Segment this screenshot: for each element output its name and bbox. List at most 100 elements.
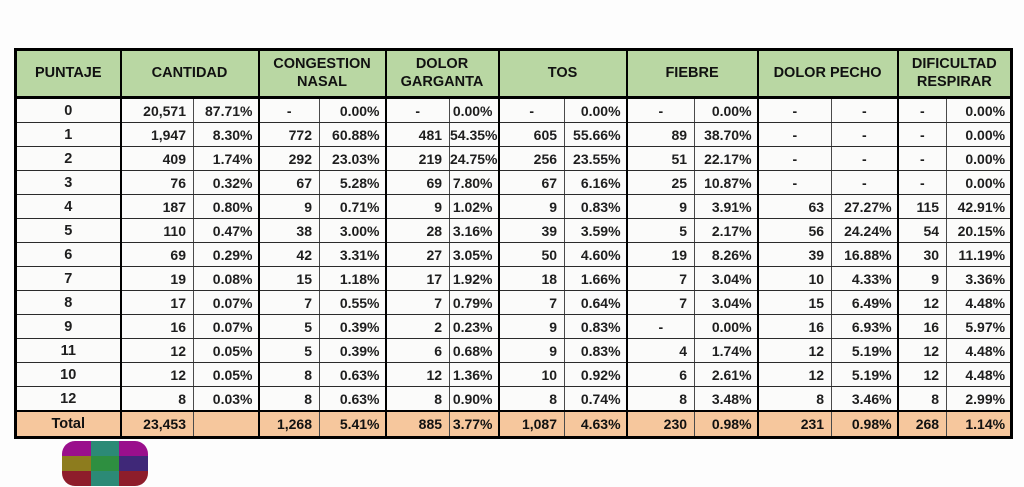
cell: 11 (15, 338, 121, 363)
table-row: 2 409 1.74% 292 23.03% 219 24.75% 256 23.55% 51 22… (15, 146, 1012, 171)
cell: - (831, 146, 898, 171)
cell: 12 (896, 362, 947, 387)
cell: 5.19% (831, 338, 898, 363)
cell: 0.29% (193, 242, 259, 267)
cell: 0.00% (694, 97, 758, 123)
table-row: 8 17 0.07% 7 0.55% 7 0.79% 7 0.64% 7 3.04% 15 6.49% 1… (15, 290, 1012, 315)
cell: 0.63% (318, 362, 386, 387)
cell: 0.05% (193, 338, 259, 363)
cell: 39 (497, 218, 565, 243)
cell: 0.79% (449, 290, 499, 315)
cell: 69 (384, 170, 450, 195)
cell: - (257, 97, 320, 123)
total-cell: 1.14% (946, 410, 1012, 438)
cell: 20,571 (119, 97, 194, 123)
cell: 3 (15, 170, 121, 195)
cell: 0.00% (564, 97, 627, 123)
cell: 10 (756, 266, 832, 291)
cell: 12 (896, 290, 947, 315)
cell: 0.00% (946, 122, 1012, 147)
cell: 22.17% (694, 146, 758, 171)
cell: 7.80% (449, 170, 499, 195)
cell: 4.33% (831, 266, 898, 291)
cell: 2.17% (694, 218, 758, 243)
table-row: 10 12 0.05% 8 0.63% 12 1.36% 10 0.92% 6 2.61% 12 5.1… (15, 362, 1012, 387)
cell: 3.48% (694, 386, 758, 412)
cell: 6 (384, 338, 450, 363)
cell: 0.07% (193, 314, 259, 339)
table-row: 3 76 0.32% 67 5.28% 69 7.80% 67 6.16% 25 10.87% - - -… (15, 170, 1012, 195)
cell: 7 (625, 266, 695, 291)
cell: 0.68% (449, 338, 499, 363)
cell: - (896, 97, 947, 123)
cell: 0.23% (449, 314, 499, 339)
cell: 4.60% (564, 242, 627, 267)
cell: 20.15% (946, 218, 1012, 243)
cell: 8 (497, 386, 565, 412)
cell: 0.08% (193, 266, 259, 291)
cell: 87.71% (193, 97, 259, 123)
logo-tile (119, 441, 148, 456)
cell: 7 (15, 266, 121, 291)
cell: 42 (257, 242, 320, 267)
cell: 3.04% (694, 266, 758, 291)
table-row: 7 19 0.08% 15 1.18% 17 1.92% 18 1.66% 7 3.04% 10 4.3… (15, 266, 1012, 291)
cell: 5 (257, 338, 320, 363)
cell: 8 (896, 386, 947, 412)
cell: 2 (384, 314, 450, 339)
cell: 3.04% (694, 290, 758, 315)
cell: 67 (497, 170, 565, 195)
cell: 7 (625, 290, 695, 315)
total-cell: 1,268 (257, 410, 320, 438)
total-cell: 23,453 (119, 410, 194, 438)
cell: 0.63% (318, 386, 386, 412)
table-row: 11 12 0.05% 5 0.39% 6 0.68% 9 0.83% 4 1.74% 12 5.19%… (15, 338, 1012, 363)
cell: 3.31% (318, 242, 386, 267)
cell: 292 (257, 146, 320, 171)
cell: 2.99% (946, 386, 1012, 412)
table-row: 0 20,571 87.71% -0.00% -0.00% -0.00% -0.00% - - -… (15, 97, 1012, 123)
cell: 0.39% (318, 338, 386, 363)
table-body: 0 20,571 87.71% -0.00% -0.00% -0.00% -0.00% - - -… (15, 97, 1012, 412)
cell: 6 (15, 242, 121, 267)
cell: - (756, 170, 832, 195)
table-row: 12 8 0.03% 8 0.63% 8 0.90% 8 0.74% 8 3.48% 8 3.46% 8 2… (15, 386, 1012, 412)
cell: 5.19% (831, 362, 898, 387)
column-header-tos: TOS (497, 49, 627, 99)
cell: 10 (15, 362, 121, 387)
cell: 12 (119, 362, 194, 387)
table-footer: Total 23,453 1,268 5.41% 885 3.77% 1,087 4.63% 2… (15, 410, 1012, 438)
cell: 409 (119, 146, 194, 171)
cell: 5.28% (318, 170, 386, 195)
cell: 4 (625, 338, 695, 363)
cell: - (896, 122, 947, 147)
cell: 0.47% (193, 218, 259, 243)
cell: - (756, 122, 832, 147)
table-header: PUNTAJE CANTIDAD CONGESTION NASAL DOLOR GAR… (15, 49, 1012, 99)
cell: 5 (257, 314, 320, 339)
cell: 27.27% (831, 194, 898, 219)
cell: 30 (896, 242, 947, 267)
cell: 3.91% (694, 194, 758, 219)
cell: 4 (15, 194, 121, 219)
cell: 187 (119, 194, 194, 219)
header-row: PUNTAJE CANTIDAD CONGESTION NASAL DOLOR GAR… (15, 49, 1012, 99)
cell: 0.00% (694, 314, 758, 339)
cell: 56 (756, 218, 832, 243)
column-header-dolor-garganta: DOLOR GARGANTA (384, 49, 499, 99)
total-cell (193, 410, 259, 438)
cell: 9 (625, 194, 695, 219)
cell: 28 (384, 218, 450, 243)
cell: 219 (384, 146, 450, 171)
cell: 0.00% (946, 170, 1012, 195)
cell: 772 (257, 122, 320, 147)
cell: 39 (756, 242, 832, 267)
cell: 10 (497, 362, 565, 387)
cell: - (497, 97, 565, 123)
cell: 25 (625, 170, 695, 195)
table-row: 4 187 0.80% 9 0.71% 9 1.02% 9 0.83% 9 3.91% 63 27.27… (15, 194, 1012, 219)
cell: 4.48% (946, 338, 1012, 363)
cell: 38.70% (694, 122, 758, 147)
cell: 0.39% (318, 314, 386, 339)
cell: 15 (756, 290, 832, 315)
